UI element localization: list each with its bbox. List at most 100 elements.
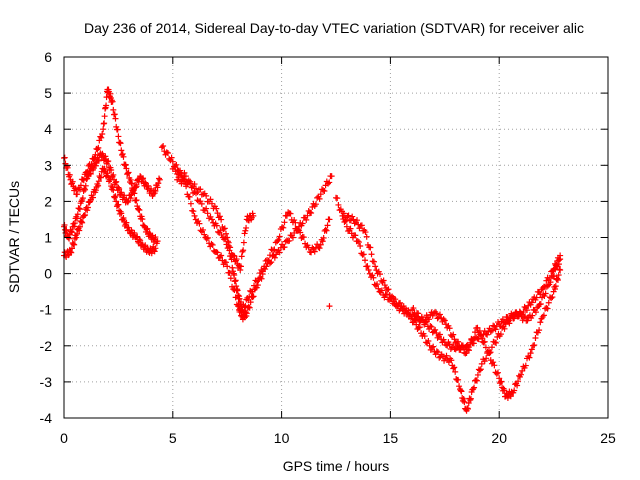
data-point-fill (109, 184, 116, 191)
data-point-fill (240, 239, 247, 246)
data-point (213, 205, 220, 212)
data-point-fill (193, 190, 200, 197)
data-point (474, 324, 481, 331)
data-point (306, 209, 313, 216)
data-point-fill (364, 263, 371, 270)
data-point-fill (160, 142, 167, 149)
data-point (230, 252, 237, 259)
data-point-fill (460, 395, 467, 402)
data-point-fill (152, 188, 159, 195)
data-point-fill (259, 268, 266, 275)
data-point-fill (487, 328, 494, 335)
data-point-fill (458, 343, 465, 350)
data-point-fill (455, 376, 462, 383)
data-point (317, 241, 324, 248)
data-point-fill (427, 322, 434, 329)
data-point-fill (151, 248, 158, 255)
data-point-fill (492, 326, 499, 333)
data-point-fill (68, 249, 75, 256)
data-point-fill (533, 294, 540, 301)
data-point-fill (415, 310, 422, 317)
data-point-fill (228, 256, 235, 263)
data-point-fill (123, 165, 130, 172)
data-point-fill (222, 235, 229, 242)
data-point-fill (209, 241, 216, 248)
data-point-fill (238, 253, 245, 260)
data-point-fill (381, 282, 388, 289)
data-point (154, 238, 161, 245)
y-tick-labels: -4 -3 -2 -1 0 1 2 3 4 5 6 (40, 49, 53, 426)
data-point-fill (322, 226, 329, 233)
data-point-fill (61, 154, 68, 161)
data-point-fill (522, 313, 529, 320)
data-point (237, 266, 244, 273)
data-point-fill (213, 222, 220, 229)
data-point-fill (418, 313, 425, 320)
data-point-fill (119, 150, 126, 157)
data-point-fill (107, 176, 114, 183)
data-point-fill (320, 187, 327, 194)
data-point-fill (231, 272, 238, 279)
data-point-fill (483, 355, 490, 362)
data-point-fill (551, 273, 558, 280)
data-point-fill (80, 177, 87, 184)
data-point-fill (520, 309, 527, 316)
data-point (528, 346, 535, 353)
data-point-fill (243, 224, 250, 231)
data-point-fill (281, 219, 288, 226)
x-axis-label: GPS time / hours (283, 458, 390, 474)
data-point-fill (467, 341, 474, 348)
data-point-fill (465, 405, 472, 412)
data-point-fill (471, 384, 478, 391)
data-point-fill (412, 317, 419, 324)
data-point-fill (425, 337, 432, 344)
data-point-fill (95, 178, 102, 185)
data-point-fill (433, 329, 440, 336)
data-point-fill (95, 182, 102, 189)
data-point-fill (537, 319, 544, 326)
data-point-fill (111, 194, 118, 201)
data-point-fill (433, 310, 440, 317)
data-point-fill (472, 377, 479, 384)
data-point (213, 248, 220, 255)
data-point-fill (515, 378, 522, 385)
data-point-fill (276, 233, 283, 240)
grid-lines (64, 57, 608, 418)
data-point-fill (497, 331, 504, 338)
data-point-fill (123, 219, 130, 226)
data-point-fill (324, 222, 331, 229)
data-point-fill (552, 283, 559, 290)
data-point-fill (78, 218, 85, 225)
data-point (343, 223, 350, 230)
data-point-fill (477, 366, 484, 373)
data-point (328, 173, 335, 180)
data-point-fill (511, 387, 518, 394)
data-point-fill (187, 178, 194, 185)
data-point-fill (255, 277, 262, 284)
x-tick-label: 20 (491, 430, 507, 446)
data-point-fill (323, 227, 330, 234)
data-point-fill (465, 347, 472, 354)
data-point-fill (268, 259, 275, 266)
data-point-fill (464, 346, 471, 353)
data-point-fill (92, 187, 99, 194)
data-point-fill (430, 343, 437, 350)
data-point-fill (319, 238, 326, 245)
data-point-fill (139, 216, 146, 223)
data-point-fill (242, 227, 249, 234)
data-point-fill (289, 234, 296, 241)
data-point-fill (258, 275, 265, 282)
data-point-fill (79, 219, 86, 226)
data-point-fill (456, 383, 463, 390)
data-point-fill (276, 249, 283, 256)
data-point-fill (101, 120, 108, 127)
y-tick-label: 0 (44, 266, 52, 282)
data-point (156, 176, 163, 183)
data-point-fill (204, 210, 211, 217)
data-point-fill (286, 237, 293, 244)
data-point-fill (432, 326, 439, 333)
data-point-fill (191, 181, 198, 188)
x-tick-label: 5 (169, 430, 177, 446)
data-point (74, 191, 81, 198)
data-point-fill (156, 175, 163, 182)
